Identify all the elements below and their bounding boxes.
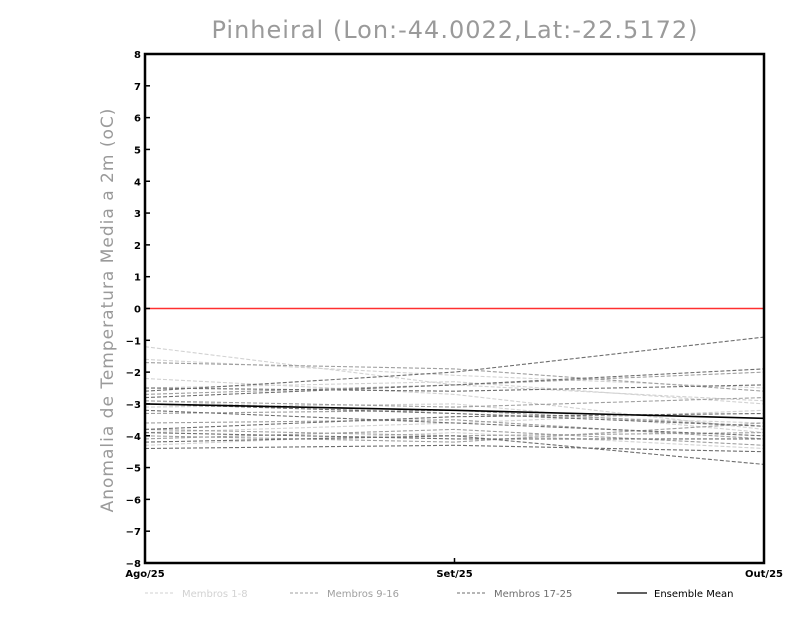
x-tick-label: Set/25 [436, 569, 472, 580]
member-line-13 [144, 419, 765, 440]
member-line-8 [144, 432, 765, 450]
x-tick-label: Ago/25 [125, 569, 164, 580]
member-line-17 [144, 336, 765, 392]
y-tick-label: −7 [126, 527, 141, 538]
y-tick-label: 3 [134, 209, 141, 220]
member-line-1 [144, 346, 765, 402]
member-line-23 [144, 435, 765, 465]
y-tick-label: 7 [134, 82, 141, 93]
member-line-15 [144, 428, 765, 446]
y-tick-label: 0 [134, 305, 141, 316]
member-line-12 [144, 409, 765, 427]
y-tick-label: −1 [126, 336, 141, 347]
y-tick-label: −6 [126, 495, 141, 506]
member-line-6 [144, 403, 765, 434]
y-tick-label: 1 [134, 273, 141, 284]
y-tick-label: −5 [126, 464, 141, 475]
series-layer [144, 336, 765, 465]
legend-label: Membros 17-25 [494, 589, 572, 600]
member-line-20 [144, 403, 765, 427]
y-tick-label: 5 [134, 145, 141, 156]
member-line-3 [144, 377, 765, 430]
member-line-14 [144, 422, 765, 443]
member-line-19 [144, 384, 765, 392]
legend: Membros 1-8 Membros 9-16 Membros 17-25 Ense… [145, 589, 733, 600]
legend-label: Membros 1-8 [182, 589, 248, 600]
legend-label: Membros 9-16 [327, 589, 399, 600]
x-tick-label: Out/25 [745, 569, 783, 580]
member-line-4 [144, 381, 765, 405]
legend-label: Ensemble Mean [654, 589, 733, 600]
y-tick-label: 8 [134, 50, 141, 61]
member-line-18 [144, 368, 765, 399]
member-line-11 [144, 397, 765, 408]
y-tick-label: −2 [126, 368, 141, 379]
member-line-21 [144, 409, 765, 437]
member-line-25 [144, 412, 765, 430]
member-line-22 [144, 432, 764, 440]
y-tick-label: −3 [126, 400, 141, 411]
member-line-9 [144, 362, 765, 392]
y-tick-label: 2 [134, 241, 141, 252]
y-tick-label: 6 [134, 114, 141, 125]
ensemble-mean-line [144, 403, 765, 420]
axis-ticks-layer: −8 −7 −6 −5 −4 −3 −2 −1 0 1 2 3 4 5 6 7 8 Ago/25 Set/25 Out… [125, 50, 783, 580]
y-tick-label: −8 [126, 559, 141, 570]
chart-title: Pinheiral (Lon:-44.0022,Lat:-22.5172) [211, 16, 699, 44]
y-tick-label: 4 [134, 177, 141, 188]
y-tick-label: −4 [126, 432, 141, 443]
member-line-24 [144, 444, 765, 453]
